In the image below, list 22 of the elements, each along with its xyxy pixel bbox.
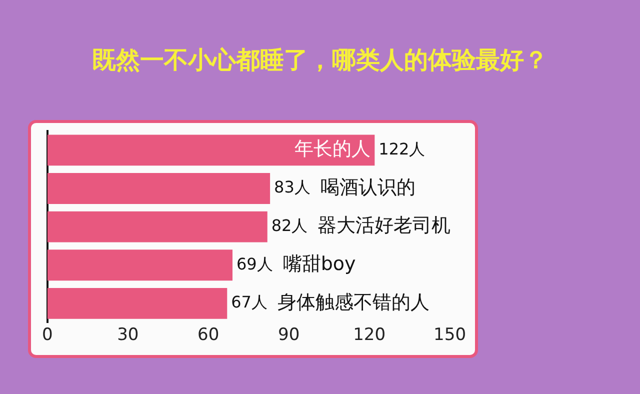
x-tick-label: 120 xyxy=(353,325,386,346)
x-tick-label: 150 xyxy=(434,325,466,346)
x-tick-label: 30 xyxy=(117,325,139,346)
data-label: 83人 xyxy=(274,178,310,197)
bar xyxy=(47,134,375,166)
bar xyxy=(47,250,232,281)
y-tick-label: 喝酒认识的 xyxy=(320,176,416,198)
data-label: 122人 xyxy=(378,139,426,158)
x-tick-label: 90 xyxy=(278,325,300,346)
data-label: 67人 xyxy=(231,292,268,312)
bar xyxy=(47,288,228,319)
x-tick-label: 60 xyxy=(198,325,220,346)
y-tick-label: 年长的人 xyxy=(294,138,371,160)
data-label: 69人 xyxy=(236,254,273,274)
x-tick-label: 0 xyxy=(42,325,53,346)
chart-title: 既然一不小心都睡了，哪类人的体验最好？ xyxy=(91,45,549,76)
data-label: 82人 xyxy=(271,216,308,235)
y-tick-label: 嘴甜boy xyxy=(282,253,356,276)
bar xyxy=(47,211,268,242)
y-tick-label: 器大活好老司机 xyxy=(318,214,451,237)
y-tick-label: 身体触感不错的人 xyxy=(277,291,430,314)
bar xyxy=(47,173,270,204)
